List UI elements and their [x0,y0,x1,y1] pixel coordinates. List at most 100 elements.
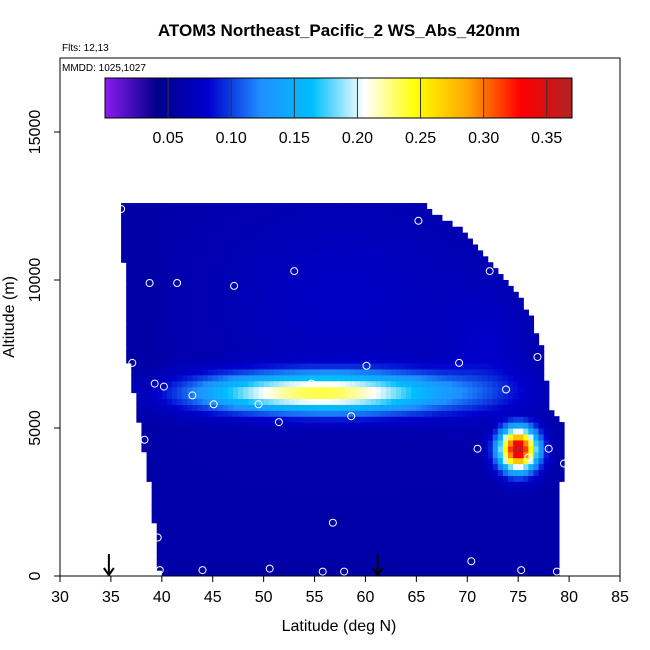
heatmap-cell [553,493,560,500]
heatmap-cell [411,540,417,547]
heatmap-cell [146,433,153,441]
heatmap-cell [487,262,494,269]
heatmap-cell [492,309,499,317]
x-tick-label: 50 [255,589,273,606]
heatmap-cell [345,534,351,542]
heatmap-cell [289,380,295,388]
heatmap-cell [248,262,255,269]
heatmap-cell [385,315,392,323]
heatmap-cell [202,570,209,576]
heatmap-cell [436,303,443,311]
heatmap-cell [161,481,168,488]
heatmap-cell [472,268,479,275]
heatmap-cell [248,321,255,328]
heatmap-cell [329,481,336,488]
heatmap-cell [360,339,367,346]
heatmap-cell [452,374,458,382]
heatmap-cell [141,315,148,323]
heatmap-cell [289,487,295,494]
heatmap-cell [248,546,255,553]
heatmap-cell [228,558,234,565]
heatmap-cell [452,404,458,411]
heatmap-cell [518,451,524,459]
heatmap-cell [268,280,275,287]
heatmap-cell [370,463,377,471]
heatmap-cell [472,570,479,576]
heatmap-cell [212,528,219,536]
heatmap-cell [360,345,367,352]
heatmap-cell [319,451,326,459]
heatmap-cell [452,504,458,512]
heatmap-cell [146,208,153,216]
heatmap-cell [334,208,341,216]
heatmap-cell [253,374,260,382]
heatmap-cell [324,481,331,488]
heatmap-cell [289,274,295,281]
heatmap-cell [324,374,331,382]
heatmap-cell [166,504,173,512]
heatmap-cell [166,250,173,257]
heatmap-cell [248,232,255,240]
heatmap-cell [228,368,234,376]
heatmap-cell [416,534,423,542]
heatmap-cell [299,487,305,494]
heatmap-cell [334,339,341,346]
heatmap-cell [238,250,244,257]
heatmap-cell [508,570,514,576]
heatmap-cell [508,493,514,500]
heatmap-cell [238,339,244,346]
heatmap-cell [268,203,275,210]
heatmap-cell [217,410,224,417]
heatmap-cell [151,214,158,222]
heatmap-cell [172,404,178,411]
heatmap-cell [182,481,188,488]
heatmap-cell [401,351,407,358]
heatmap-cell [263,309,270,317]
heatmap-cell [365,469,372,476]
heatmap-cell [126,351,132,358]
heatmap-cell [390,540,397,547]
heatmap-cell [477,528,484,536]
heatmap-cell [482,510,489,518]
heatmap-cell [278,303,285,311]
heatmap-cell [182,285,188,293]
heatmap-cell [340,463,346,471]
heatmap-cell [319,274,326,281]
heatmap-cell [314,256,321,263]
heatmap-cell [238,303,244,311]
heatmap-cell [233,220,239,228]
heatmap-cell [243,493,249,500]
heatmap-cell [513,428,519,435]
heatmap-cell [350,398,356,405]
heatmap-cell [299,445,305,453]
heatmap-cell [329,368,336,376]
heatmap-cell [380,534,387,542]
heatmap-cell [304,374,311,382]
heatmap-cell [426,392,433,399]
heatmap-cell [197,226,204,234]
heatmap-cell [243,250,249,257]
heatmap-cell [375,534,382,542]
heatmap-cell [457,303,463,311]
heatmap-cell [441,416,448,423]
heatmap-cell [401,481,407,488]
heatmap-cell [406,398,412,405]
heatmap-cell [263,268,270,275]
heatmap-cell [273,504,280,512]
heatmap-cell [528,362,535,370]
heatmap-cell [177,345,183,352]
heatmap-cell [192,481,199,488]
heatmap-cell [411,351,417,358]
heatmap-cell [212,262,219,269]
heatmap-cell [248,203,255,210]
heatmap-cell [284,220,290,228]
heatmap-cell [284,457,290,465]
heatmap-cell [431,481,438,488]
heatmap-cell [319,386,326,394]
heatmap-cell [508,303,514,311]
heatmap-cell [182,345,188,352]
heatmap-cell [324,404,331,411]
heatmap-cell [197,386,204,394]
heatmap-cell [253,208,260,216]
heatmap-cell [238,309,244,317]
